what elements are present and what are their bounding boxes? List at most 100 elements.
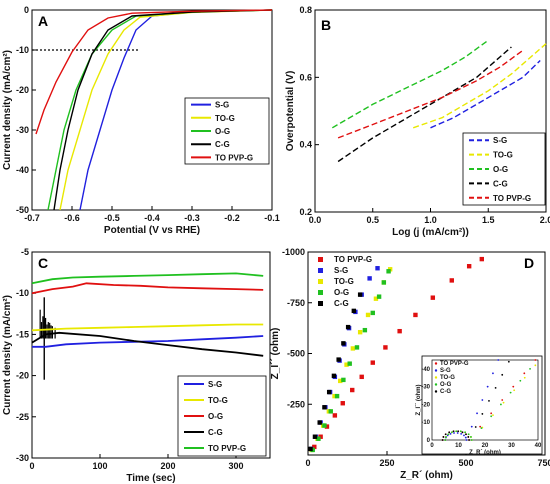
inset-legend-swatch bbox=[434, 369, 438, 372]
data-point bbox=[413, 312, 418, 318]
data-point bbox=[322, 423, 327, 428]
inset-data-point bbox=[461, 431, 464, 434]
inset-data-point bbox=[488, 399, 490, 402]
inset-data-point bbox=[450, 431, 453, 434]
panel-label: B bbox=[321, 17, 331, 33]
legend-label: S-G bbox=[215, 101, 229, 110]
x-axis-label: Potential (V vs RHE) bbox=[104, 225, 200, 236]
data-point bbox=[357, 329, 363, 335]
data-point bbox=[338, 378, 343, 384]
legend-label: TO PVP-G bbox=[493, 194, 531, 203]
series-line bbox=[430, 59, 541, 129]
legend-label: O-G bbox=[215, 127, 230, 136]
inset-data-point bbox=[464, 431, 467, 434]
inset-data-point bbox=[479, 425, 482, 428]
inset-data-point bbox=[464, 436, 467, 439]
panel-label: A bbox=[38, 13, 48, 29]
inset-data-point bbox=[470, 439, 473, 441]
data-point bbox=[308, 446, 313, 452]
data-point bbox=[322, 405, 327, 410]
inset-data-point bbox=[474, 426, 477, 428]
series-line bbox=[31, 331, 264, 357]
y-tick-label: -30 bbox=[16, 125, 29, 135]
inset-data-point bbox=[534, 359, 537, 361]
inset-data-point bbox=[447, 433, 450, 436]
inset-data-point bbox=[468, 439, 470, 441]
data-point bbox=[318, 434, 323, 439]
inset-legend-label: O-G bbox=[440, 382, 452, 388]
inset-data-point bbox=[497, 359, 500, 361]
inset-data-point bbox=[441, 439, 444, 441]
data-point bbox=[430, 295, 436, 300]
data-point bbox=[449, 278, 454, 283]
x-tick-label: 750 bbox=[537, 458, 550, 468]
inset-data-point bbox=[453, 432, 455, 434]
data-point bbox=[341, 377, 346, 383]
inset-data-point bbox=[476, 412, 478, 415]
inset-data-point bbox=[444, 439, 447, 441]
inset-data-point bbox=[444, 433, 447, 436]
x-tick-label: -0.1 bbox=[264, 213, 280, 223]
inset-data-point bbox=[465, 433, 467, 436]
inset-data-point bbox=[500, 403, 502, 406]
legend-label: TO PVP-G bbox=[334, 255, 372, 264]
inset-data-point bbox=[512, 385, 515, 388]
y-tick-label: -30 bbox=[16, 453, 29, 463]
inset-data-point bbox=[481, 413, 484, 415]
legend-label: S-G bbox=[208, 380, 222, 389]
inset-data-point bbox=[442, 436, 445, 438]
legend-label: C-G bbox=[208, 428, 223, 437]
data-point bbox=[365, 312, 371, 318]
x-tick-label: 2.0 bbox=[540, 215, 550, 225]
x-tick-label: 500 bbox=[458, 458, 473, 468]
legend-swatch bbox=[318, 301, 323, 306]
data-point bbox=[347, 361, 352, 366]
inset-data-point bbox=[481, 399, 484, 401]
inset-legend-swatch bbox=[434, 376, 438, 379]
inset-y-tick-label: -10 bbox=[421, 420, 430, 426]
series-line bbox=[31, 323, 264, 332]
inset-x-tick-label: 40 bbox=[535, 443, 542, 449]
y-tick-label: -5 bbox=[21, 247, 29, 257]
inset-data-point bbox=[502, 401, 505, 404]
legend-label: TO-G bbox=[208, 396, 228, 405]
data-point bbox=[383, 345, 388, 350]
y-tick-label: -15 bbox=[16, 329, 29, 339]
data-point bbox=[331, 373, 337, 379]
data-point bbox=[397, 328, 402, 334]
legend-label: O-G bbox=[493, 165, 508, 174]
data-point bbox=[324, 424, 330, 429]
inset-data-point bbox=[455, 430, 458, 433]
inset-data-point bbox=[445, 436, 447, 438]
inset-data-point bbox=[480, 427, 483, 430]
inset-data-point bbox=[463, 434, 465, 437]
y-tick-label: 0.6 bbox=[299, 72, 312, 82]
inset-data-point bbox=[457, 430, 460, 433]
y-tick-label: -20 bbox=[16, 371, 29, 381]
inset-legend-swatch bbox=[434, 362, 438, 365]
legend-label: C-G bbox=[493, 179, 508, 188]
legend-label: TO-G bbox=[334, 277, 354, 286]
inset-data-point bbox=[490, 412, 493, 415]
x-tick-label: 0 bbox=[305, 458, 310, 468]
inset-x-tick-label: 0 bbox=[430, 443, 434, 449]
inset-data-point bbox=[456, 432, 459, 434]
data-point bbox=[376, 294, 382, 299]
inset-legend-label: TO PVP-G bbox=[440, 361, 469, 367]
inset-data-point bbox=[470, 436, 472, 438]
inset-data-point bbox=[523, 376, 526, 379]
series-line bbox=[31, 282, 264, 295]
data-point bbox=[312, 434, 318, 439]
inset-data-point bbox=[465, 439, 468, 441]
panel-a: -0.7 -0.6 -0.5 -0.4 -0.3 -0.2 -0.1 0 -10 -20 -30 -4… bbox=[2, 5, 280, 236]
inset-data-point bbox=[519, 379, 522, 382]
legend-label: TO PVP-G bbox=[208, 444, 246, 453]
x-tick-label: 200 bbox=[160, 461, 175, 471]
data-point bbox=[375, 266, 380, 271]
legend-swatch bbox=[318, 279, 323, 284]
inset-data-point bbox=[448, 431, 451, 434]
data-point bbox=[350, 346, 356, 351]
data-point bbox=[310, 447, 315, 453]
